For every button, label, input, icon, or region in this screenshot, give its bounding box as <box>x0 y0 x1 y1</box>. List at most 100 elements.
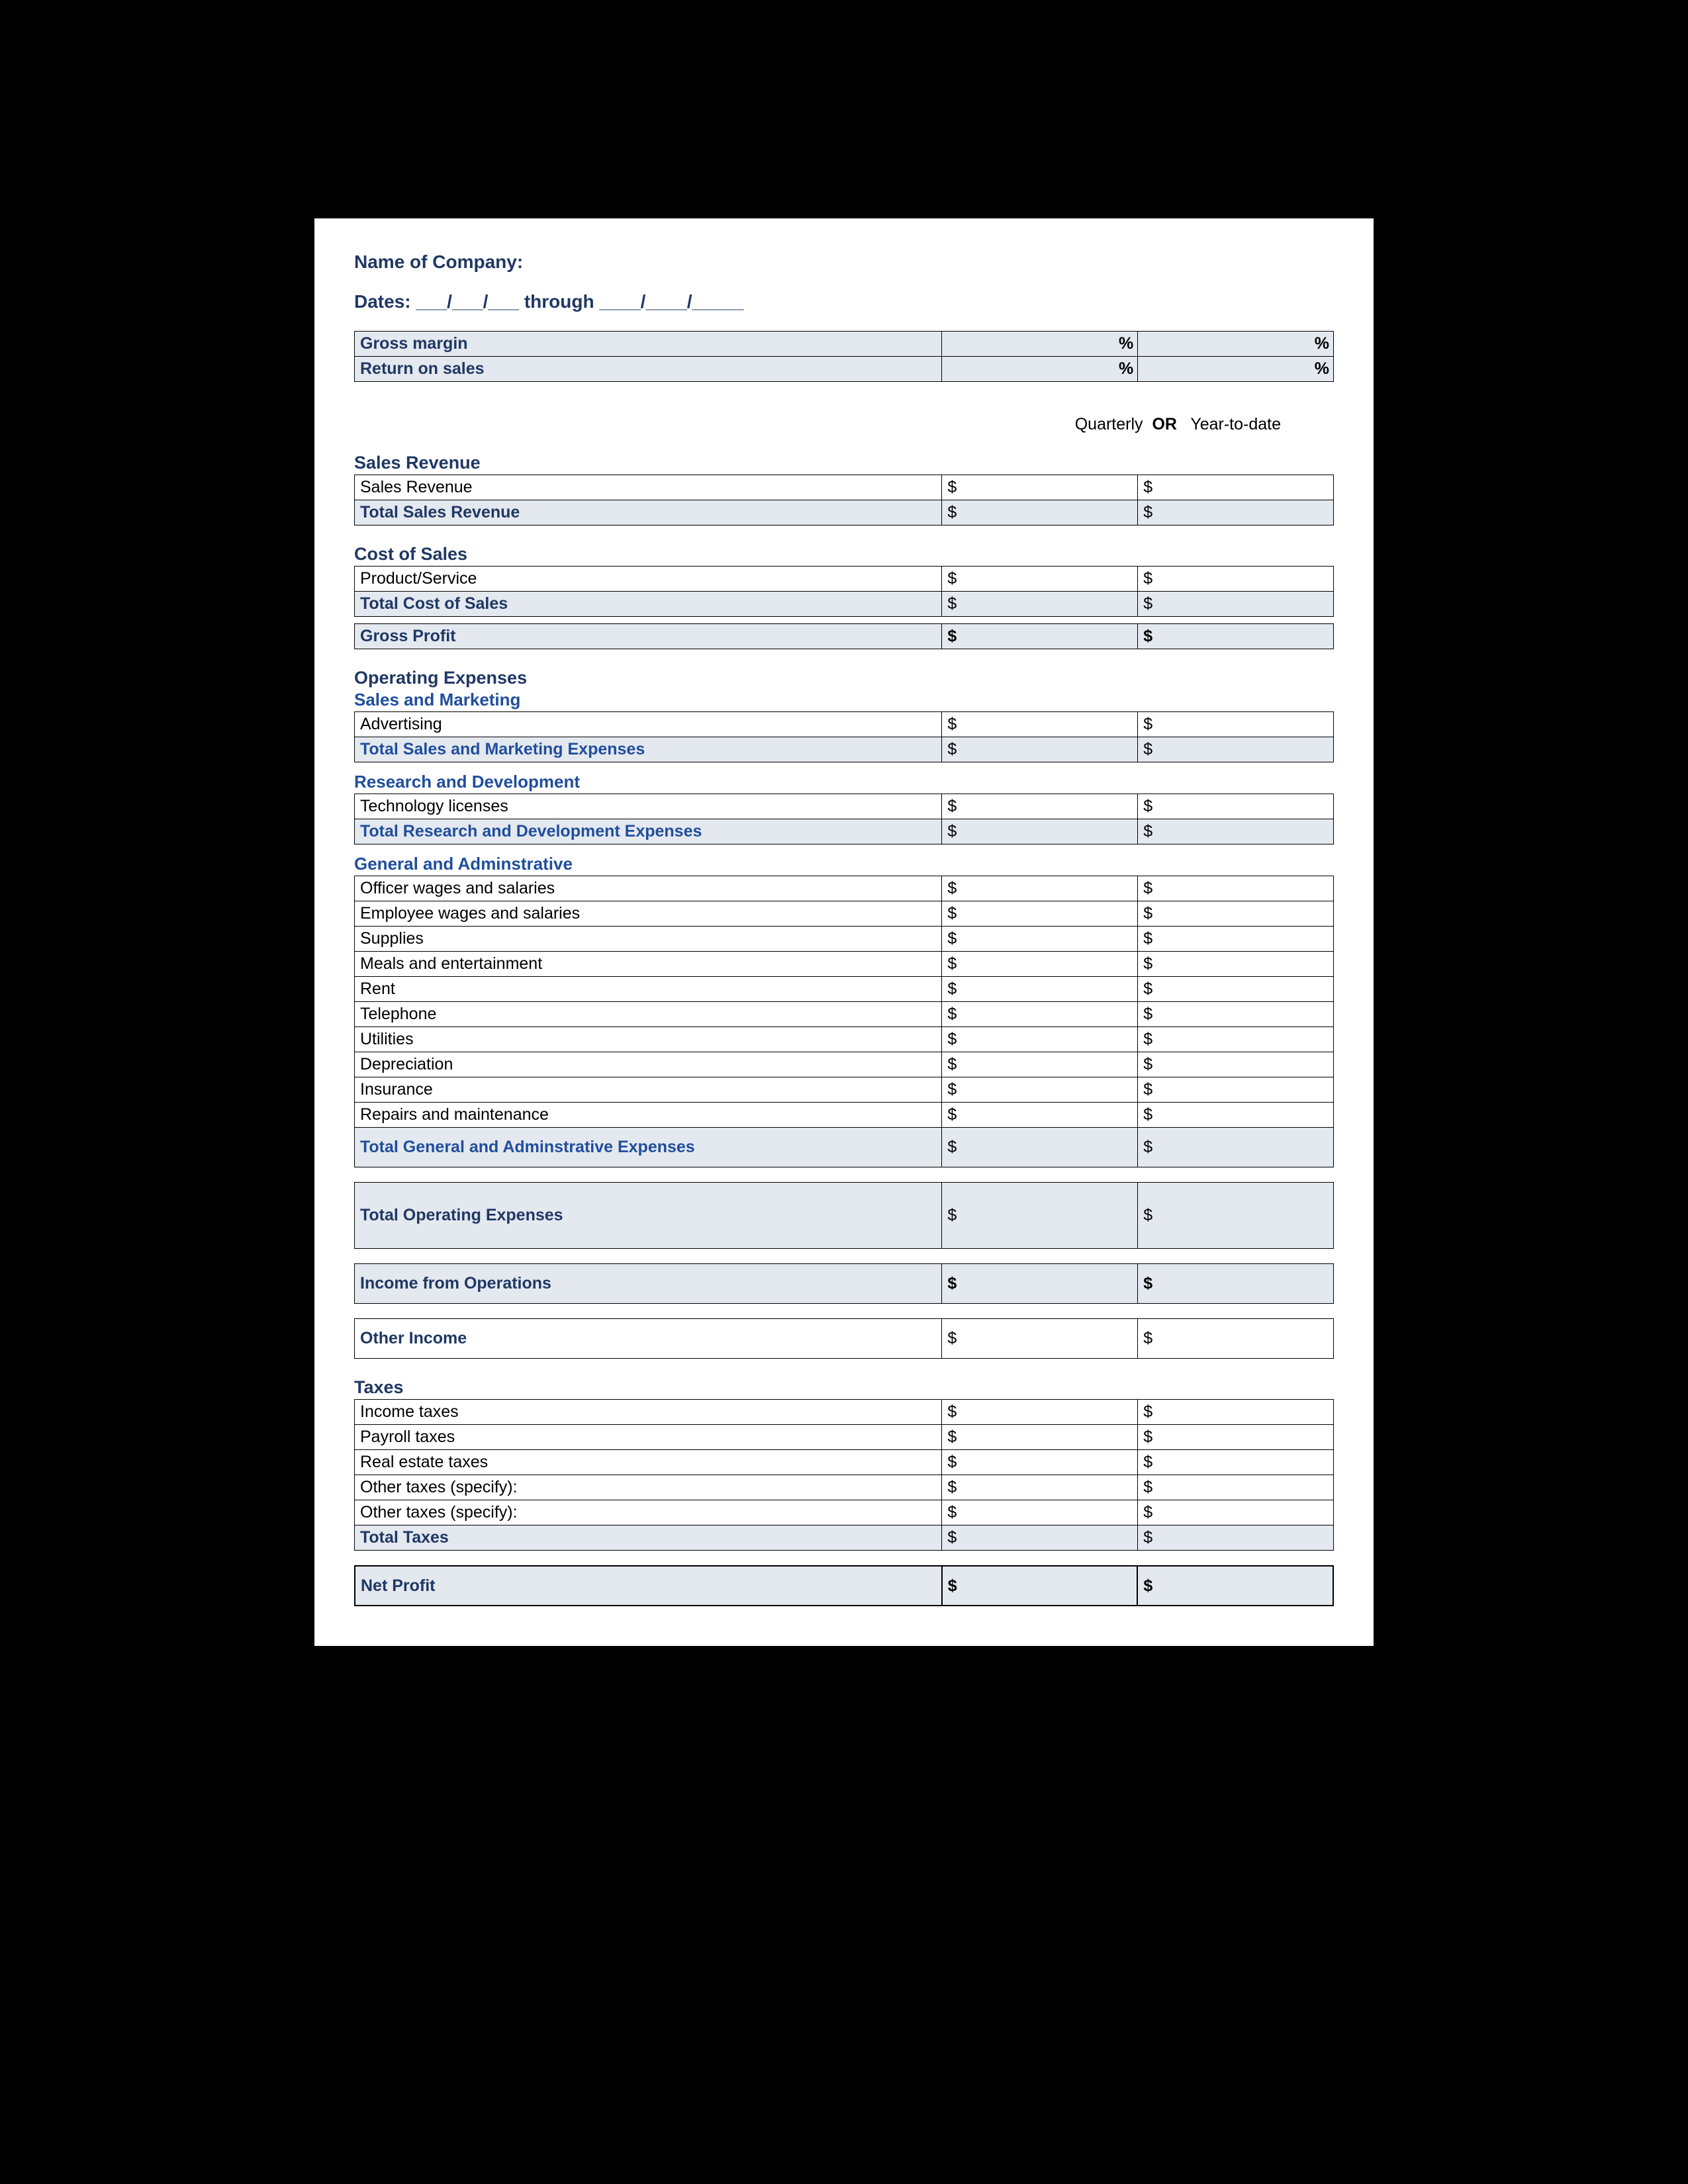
row-y: $ <box>1138 977 1334 1002</box>
ratio-y: % <box>1138 357 1334 382</box>
total-opex-label: Total Operating Expenses <box>355 1183 942 1249</box>
row-label: Depreciation <box>355 1052 942 1077</box>
row-y: $ <box>1138 1475 1334 1500</box>
cost-of-sales-table: Product/Service $ $ Total Cost of Sales … <box>354 566 1334 617</box>
row-q: $ <box>942 901 1138 927</box>
row-y: $ <box>1138 952 1334 977</box>
period-quarterly: Quarterly <box>1075 415 1143 433</box>
income-from-ops-label: Income from Operations <box>355 1264 942 1304</box>
row-y: $ <box>1138 1103 1334 1128</box>
sales-revenue-title: Sales Revenue <box>354 453 1334 473</box>
total-opex-q: $ <box>942 1183 1138 1249</box>
row-label: Technology licenses <box>355 794 942 819</box>
ratio-q: % <box>942 332 1138 357</box>
row-y: $ <box>1138 1450 1334 1475</box>
ratio-y: % <box>1138 332 1334 357</box>
rd-title: Research and Development <box>354 772 1334 792</box>
other-income-table: Other Income $ $ <box>354 1318 1334 1359</box>
total-opex-table: Total Operating Expenses $ $ <box>354 1182 1334 1249</box>
row-label: Insurance <box>355 1077 942 1103</box>
ratios-table: Gross margin % % Return on sales % % <box>354 331 1334 382</box>
row-y: $ <box>1138 1002 1334 1027</box>
row-y: $ <box>1138 1400 1334 1425</box>
row-y: $ <box>1138 794 1334 819</box>
ratio-q: % <box>942 357 1138 382</box>
taxes-table: Income taxes$$Payroll taxes$$Real estate… <box>354 1399 1334 1551</box>
total-opex-y: $ <box>1138 1183 1334 1249</box>
sales-revenue-table: Sales Revenue $ $ Total Sales Revenue $ … <box>354 475 1334 525</box>
row-label: Employee wages and salaries <box>355 901 942 927</box>
row-label: Advertising <box>355 712 942 737</box>
row-q: $ <box>942 475 1138 500</box>
gross-profit-q: $ <box>942 624 1138 649</box>
row-label: Payroll taxes <box>355 1425 942 1450</box>
total-label: Total Cost of Sales <box>355 592 942 617</box>
net-profit-q: $ <box>942 1566 1138 1606</box>
row-q: $ <box>942 1400 1138 1425</box>
row-label: Real estate taxes <box>355 1450 942 1475</box>
net-profit-label: Net Profit <box>355 1566 942 1606</box>
ga-title: General and Adminstrative <box>354 854 1334 874</box>
cost-of-sales-title: Cost of Sales <box>354 544 1334 565</box>
income-from-ops-q: $ <box>942 1264 1138 1304</box>
other-income-label: Other Income <box>355 1319 942 1359</box>
row-q: $ <box>942 1052 1138 1077</box>
row-label: Meals and entertainment <box>355 952 942 977</box>
net-profit-table: Net Profit $ $ <box>354 1565 1334 1606</box>
ratio-label: Gross margin <box>355 332 942 357</box>
row-q: $ <box>942 927 1138 952</box>
row-y: $ <box>1138 475 1334 500</box>
dates-label: Dates: ___/___/___ through ____/____/___… <box>354 291 1334 312</box>
gross-profit-label: Gross Profit <box>355 624 942 649</box>
row-label: Utilities <box>355 1027 942 1052</box>
row-label: Officer wages and salaries <box>355 876 942 901</box>
total-q: $ <box>942 819 1138 844</box>
row-q: $ <box>942 712 1138 737</box>
row-q: $ <box>942 876 1138 901</box>
row-label: Rent <box>355 977 942 1002</box>
total-y: $ <box>1138 1128 1334 1167</box>
income-from-ops-table: Income from Operations $ $ <box>354 1263 1334 1304</box>
row-y: $ <box>1138 1077 1334 1103</box>
other-income-q: $ <box>942 1319 1138 1359</box>
total-label: Total Sales and Marketing Expenses <box>355 737 942 762</box>
total-label: Total Taxes <box>355 1525 942 1551</box>
row-label: Repairs and maintenance <box>355 1103 942 1128</box>
total-y: $ <box>1138 819 1334 844</box>
row-label: Product/Service <box>355 567 942 592</box>
net-profit-y: $ <box>1137 1566 1333 1606</box>
row-label: Supplies <box>355 927 942 952</box>
row-label: Other taxes (specify): <box>355 1500 942 1525</box>
row-label: Other taxes (specify): <box>355 1475 942 1500</box>
row-q: $ <box>942 1425 1138 1450</box>
row-label: Telephone <box>355 1002 942 1027</box>
period-ytd: Year-to-date <box>1190 415 1281 433</box>
company-name-label: Name of Company: <box>354 251 1334 273</box>
sales-marketing-title: Sales and Marketing <box>354 690 1334 710</box>
row-y: $ <box>1138 876 1334 901</box>
row-q: $ <box>942 794 1138 819</box>
row-q: $ <box>942 567 1138 592</box>
row-q: $ <box>942 1077 1138 1103</box>
ga-table: Officer wages and salaries$$Employee wag… <box>354 876 1334 1167</box>
total-q: $ <box>942 1525 1138 1551</box>
total-label: Total Research and Development Expenses <box>355 819 942 844</box>
row-q: $ <box>942 952 1138 977</box>
income-statement-page: Name of Company: Dates: ___/___/___ thro… <box>314 218 1374 1646</box>
total-q: $ <box>942 592 1138 617</box>
row-q: $ <box>942 977 1138 1002</box>
row-y: $ <box>1138 1052 1334 1077</box>
total-q: $ <box>942 1128 1138 1167</box>
ratio-label: Return on sales <box>355 357 942 382</box>
total-label: Total Sales Revenue <box>355 500 942 525</box>
period-or: OR <box>1152 415 1177 433</box>
row-y: $ <box>1138 1027 1334 1052</box>
period-header: Quarterly OR Year-to-date <box>354 415 1334 434</box>
row-y: $ <box>1138 567 1334 592</box>
total-y: $ <box>1138 1525 1334 1551</box>
row-q: $ <box>942 1027 1138 1052</box>
gross-profit-table: Gross Profit $ $ <box>354 623 1334 649</box>
row-y: $ <box>1138 1425 1334 1450</box>
gross-profit-y: $ <box>1138 624 1334 649</box>
row-q: $ <box>942 1450 1138 1475</box>
